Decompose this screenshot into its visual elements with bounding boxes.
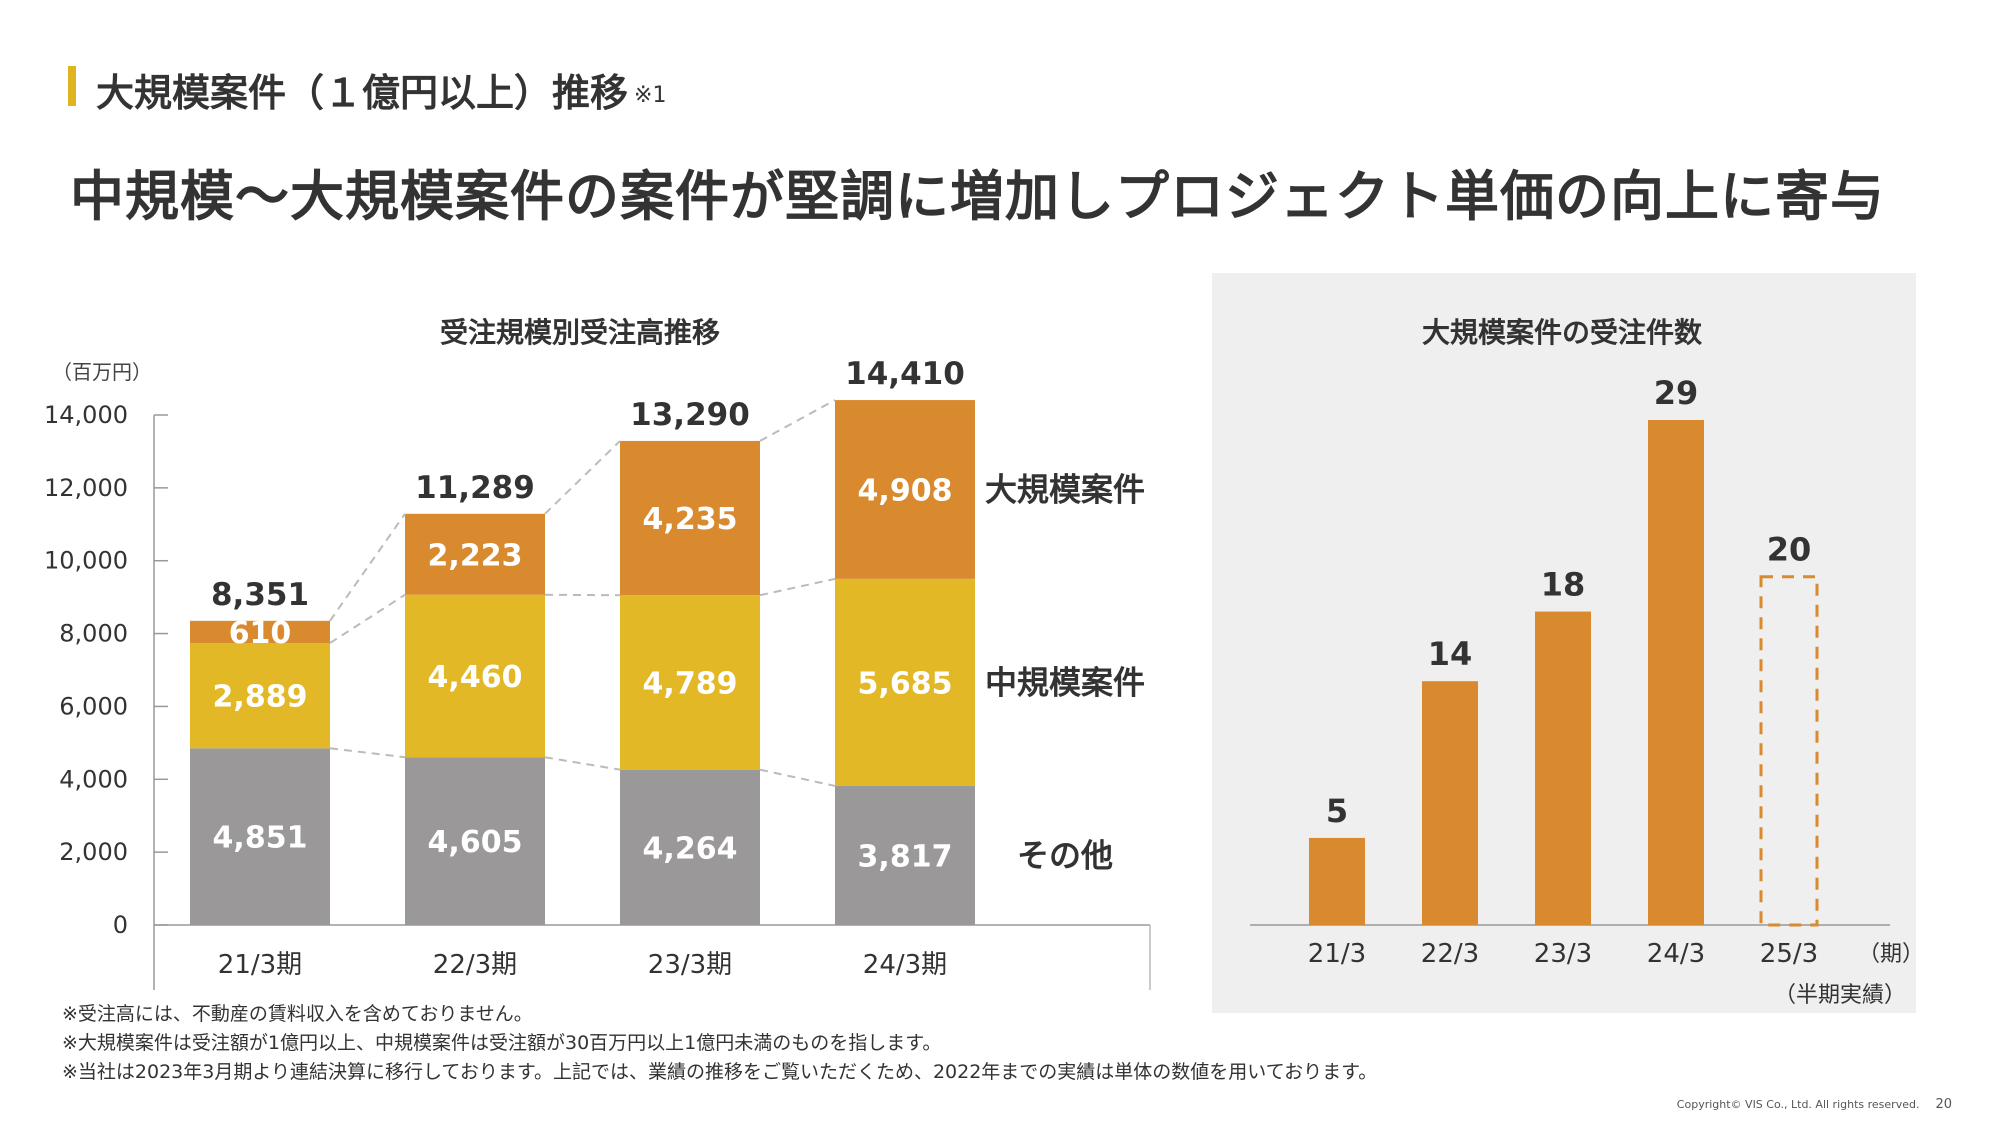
bar-segment	[620, 440, 760, 596]
total-value-label: 14,410	[845, 356, 965, 392]
segment-value-label: 2,889	[213, 680, 308, 715]
bar-segment	[835, 400, 975, 579]
bar-segment	[620, 595, 760, 770]
segment-value-label: 5,685	[858, 666, 953, 701]
y-tick-label: 2,000	[59, 838, 128, 866]
right-chart-title: 大規模案件の受注件数	[1422, 316, 1703, 349]
unit-label: （百万円）	[52, 360, 152, 384]
count-value-label: 29	[1654, 374, 1699, 412]
x-category-label: 24/3期	[863, 950, 947, 980]
segment-value-label: 4,908	[858, 473, 953, 508]
y-tick-label: 0	[113, 911, 128, 939]
connector-line	[329, 513, 406, 622]
count-bar	[1648, 420, 1704, 925]
large-order-count-chart: 大規模案件の受注件数 5 21/3 14 22/3 18 23/3 29 24/3 20 25/3 （…	[1250, 316, 1924, 1008]
total-value-label: 13,290	[630, 397, 750, 433]
footnote-1: ※受注高には、不動産の賃料収入を含めておりません。	[62, 1003, 533, 1025]
legend-large: 大規模案件	[985, 470, 1145, 508]
connector-line	[329, 593, 406, 644]
connector-line	[759, 399, 836, 442]
footer: Copyright© VIS Co., Ltd. All rights rese…	[1677, 1097, 1952, 1112]
segment-value-label: 3,817	[858, 839, 953, 874]
connector-line	[544, 756, 621, 771]
count-bar-dashed	[1759, 575, 1819, 927]
legend-other: その他	[1017, 836, 1113, 874]
bar-segment	[190, 748, 330, 925]
count-bar	[1535, 611, 1591, 925]
footnote-3: ※当社は2023年3月期より連結決算に移行しております。上記では、業績の推移をご…	[62, 1061, 1378, 1083]
segment-value-label: 4,789	[643, 666, 738, 701]
headline: 中規模～大規模案件の案件が堅調に増加しプロジェクト単価の向上に寄与	[70, 165, 1885, 228]
left-chart-title: 受注規模別受注高推移	[440, 316, 720, 349]
bar-segment	[190, 620, 330, 644]
y-tick-label: 10,000	[44, 547, 128, 575]
section-title-text: 大規模案件（１億円以上）推移	[96, 71, 629, 115]
connector-line	[759, 768, 836, 787]
total-value-label: 8,351	[211, 577, 309, 613]
count-value-label: 14	[1428, 635, 1473, 673]
bar-segment	[620, 769, 760, 925]
right-x-category-label: 21/3	[1308, 939, 1366, 969]
count-value-label: 18	[1541, 566, 1586, 604]
y-tick-label: 14,000	[44, 401, 128, 429]
page-number: 20	[1935, 1097, 1952, 1112]
count-value-label: 5	[1326, 792, 1348, 830]
order-amount-stacked-chart: 受注規模別受注高推移 （百万円） 0 2,000 4,000 6,000 8,000 10,0…	[44, 316, 1151, 990]
period-unit-label: （期）	[1858, 942, 1924, 967]
connector-line	[544, 440, 621, 515]
count-bar	[1309, 837, 1365, 925]
half-year-note: （半期実績）	[1774, 983, 1906, 1008]
bar-segment	[405, 757, 545, 925]
connector-line	[329, 747, 406, 759]
x-category-label: 23/3期	[648, 950, 732, 980]
count-bar	[1422, 681, 1478, 925]
section-accent-bar	[68, 66, 76, 106]
right-x-category-label: 25/3	[1760, 939, 1818, 969]
segment-value-label: 4,460	[428, 660, 523, 695]
legend-medium: 中規模案件	[985, 663, 1145, 701]
segment-value-label: 2,223	[428, 538, 523, 573]
y-tick-label: 8,000	[59, 620, 128, 648]
bar-segment	[190, 643, 330, 749]
segment-value-label: 4,605	[428, 825, 523, 860]
x-category-label: 21/3期	[218, 950, 302, 980]
connector-line	[759, 577, 836, 597]
y-tick-label: 12,000	[44, 474, 128, 502]
segment-value-label: 4,235	[643, 502, 738, 537]
bar-segment	[835, 785, 975, 925]
copyright-text: Copyright© VIS Co., Ltd. All rights rese…	[1676, 1098, 1920, 1111]
section-title-note: ※1	[634, 83, 667, 108]
segment-value-label: 4,851	[213, 821, 308, 856]
segment-value-label: 4,264	[643, 831, 738, 866]
count-value-label: 20	[1767, 531, 1812, 569]
section-title: 大規模案件（１億円以上）推移 ※1	[96, 62, 666, 117]
right-x-category-label: 24/3	[1647, 939, 1705, 969]
right-x-category-label: 22/3	[1421, 939, 1479, 969]
y-tick-label: 4,000	[59, 765, 128, 793]
footnote-2: ※大規模案件は受注額が1億円以上、中規模案件は受注額が30百万円以上1億円未満の…	[62, 1032, 942, 1054]
total-value-label: 11,289	[415, 470, 535, 506]
segment-value-label: 610	[229, 616, 292, 651]
footnotes: ※受注高には、不動産の賃料収入を含めておりません。 ※大規模案件は受注額が1億円…	[62, 1000, 1377, 1087]
bar-segment	[835, 578, 975, 786]
bar-segment	[405, 594, 545, 758]
bar-segment	[405, 513, 545, 595]
x-category-label: 22/3期	[433, 950, 517, 980]
right-x-category-label: 23/3	[1534, 939, 1592, 969]
y-tick-label: 6,000	[59, 692, 128, 720]
